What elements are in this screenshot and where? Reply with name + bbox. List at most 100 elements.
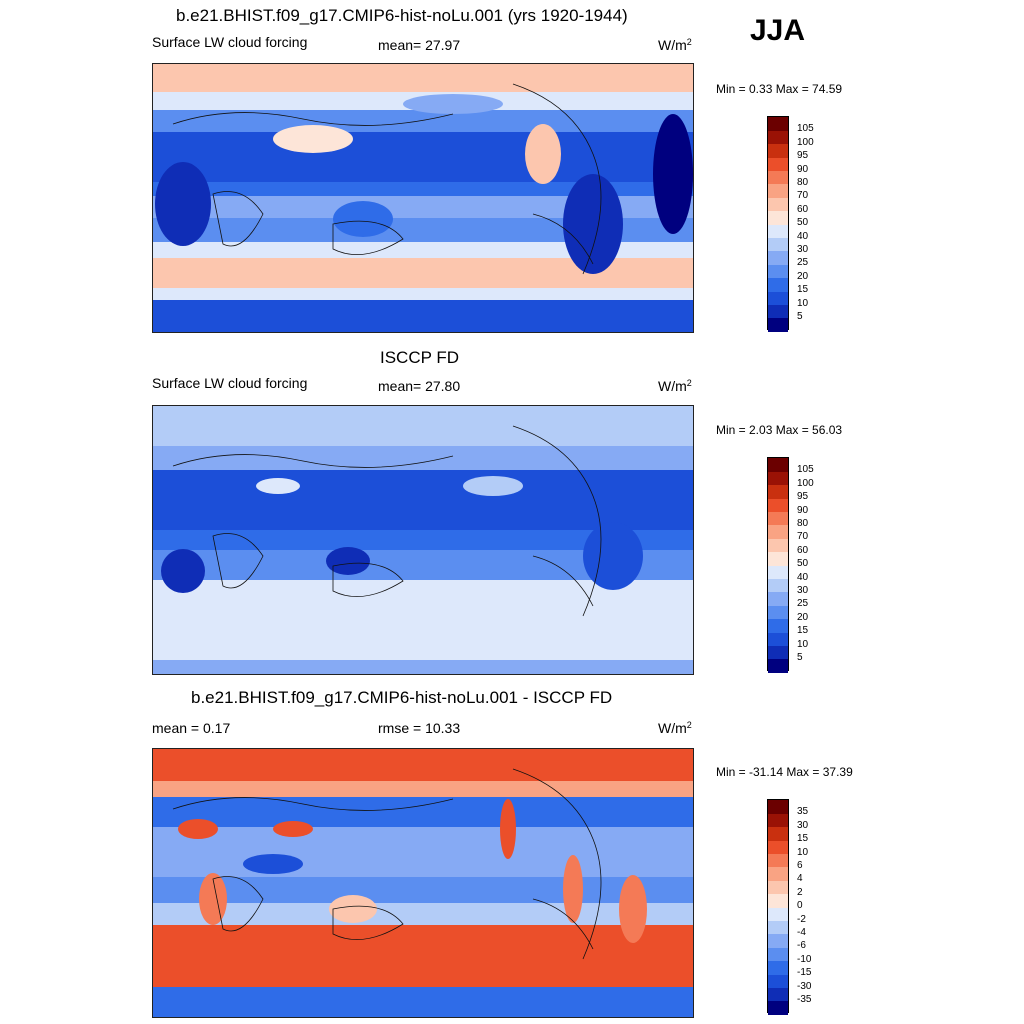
colorbar-box [767,799,789,1015]
colorbar-swatch [768,511,788,526]
colorbar-swatch [768,224,788,239]
colorbar-swatch [768,893,788,908]
colorbar-tick-label: 80 [797,518,809,529]
colorbar-tick-label: 90 [797,504,809,516]
colorbar-swatch [768,304,788,319]
colorbar-swatch [768,525,788,539]
colorbar-swatch [768,538,788,553]
colorbar-swatch [768,1001,788,1015]
colorbar-swatch [768,867,788,881]
colorbar-tick-label: 20 [797,270,809,282]
colorbar-tick-label: 5 [797,652,803,663]
colorbar-tick-label: 0 [797,900,803,912]
panel-1-map [152,63,694,333]
panel-2-variable-label: Surface LW cloud forcing [152,375,308,391]
panel-2-minmax: Min = 2.03 Max = 56.03 [716,423,843,437]
season-label: JJA [750,14,806,47]
colorbar-swatch [768,947,788,962]
colorbar-swatch [768,618,788,633]
colorbar-swatch [768,484,788,499]
colorbar-swatch [768,840,788,855]
colorbar-swatch [768,920,788,935]
panel-3-map [152,748,694,1018]
colorbar-tick-label: 60 [797,544,809,556]
colorbar-swatch [768,210,788,225]
colorbar-swatch [768,565,788,580]
colorbar-tick-label: -4 [797,927,806,938]
colorbar-tick-label: 15 [797,284,809,296]
panel-1-colorbar: 5 10 15 20 25 30 40 50 60 70 80 90 95 100 105 [767,116,814,332]
colorbar-tick-label: 10 [797,846,809,858]
colorbar-swatch [768,318,788,332]
colorbar-swatch [768,291,788,306]
colorbar-tick-label: 100 [797,136,814,148]
colorbar-swatch [768,934,788,948]
colorbar-swatch [768,157,788,172]
colorbar-tick-label: 50 [797,217,809,229]
colorbar-tick-label: 5 [797,311,803,322]
colorbar-swatch [768,458,788,472]
colorbar-swatch [768,264,788,279]
panel-2-units: W/m2 [658,378,692,394]
colorbar-swatch [768,987,788,1002]
colorbar-tick-label: -15 [797,967,812,979]
colorbar-swatch [768,853,788,868]
colorbar-tick-label: 70 [797,531,809,543]
colorbar-tick-label: -10 [797,953,812,965]
colorbar-swatch [768,143,788,158]
colorbar-tick-label: 15 [797,833,809,845]
colorbar-tick-label: 15 [797,625,809,637]
colorbar-swatch [768,800,788,814]
panel-2-mean-label: mean= 27.80 [378,378,461,394]
panel-2-map [152,405,694,675]
colorbar-tick-label: 30 [797,244,809,255]
colorbar-tick-label: 30 [797,819,809,831]
colorbar-tick-label: 40 [797,230,809,242]
colorbar-tick-label: 4 [797,873,803,885]
colorbar-tick-label: 50 [797,558,809,570]
panel-1-units: W/m2 [658,37,692,53]
panel-3-minmax: Min = -31.14 Max = 37.39 [716,765,853,779]
colorbar-tick-label: 80 [797,177,809,188]
panel-1-minmax: Min = 0.33 Max = 74.59 [716,82,843,96]
colorbar-swatch [768,237,788,252]
colorbar-tick-label: 10 [797,297,809,309]
colorbar-tick-label: 10 [797,638,809,650]
colorbar-tick-label: 90 [797,163,809,175]
colorbar-tick-label: 25 [797,598,809,610]
colorbar-tick-label: 40 [797,571,809,583]
panel-1-title: b.e21.BHIST.f09_g17.CMIP6-hist-noLu.001 … [176,6,628,25]
colorbar-swatch [768,645,788,660]
colorbar-tick-label: 95 [797,491,809,503]
colorbar-swatch [768,578,788,593]
colorbar-tick-label: 100 [797,477,814,489]
colorbar-tick-label: 2 [797,886,803,898]
colorbar-swatch [768,184,788,198]
panel-1-variable-label: Surface LW cloud forcing [152,34,308,50]
colorbar-tick-label: 6 [797,860,803,871]
colorbar-swatch [768,197,788,212]
panel-1-mean-label: mean= 27.97 [378,37,461,53]
colorbar-tick-label: -2 [797,913,806,925]
panel-3-mean-label: mean = 0.17 [152,720,231,736]
colorbar-swatch [768,130,788,145]
colorbar-tick-label: 25 [797,257,809,269]
panel-3-units: W/m2 [658,720,692,736]
colorbar-swatch [768,907,788,922]
colorbar-tick-label: -30 [797,980,812,992]
panel-3-rmse-label: rmse = 10.33 [378,720,461,736]
colorbar-swatch [768,277,788,292]
colorbar-swatch [768,117,788,131]
colorbar-tick-label: 20 [797,611,809,623]
colorbar-swatch [768,592,788,606]
panel-2-title: ISCCP FD [380,348,460,367]
colorbar-swatch [768,605,788,620]
colorbar-tick-label: -35 [797,994,812,1005]
colorbar-tick-label: 95 [797,150,809,162]
colorbar-tick-label: 105 [797,123,814,135]
colorbar-swatch [768,170,788,185]
colorbar-box [767,457,789,673]
colorbar-swatch [768,974,788,989]
colorbar-swatch [768,551,788,566]
colorbar-swatch [768,880,788,895]
